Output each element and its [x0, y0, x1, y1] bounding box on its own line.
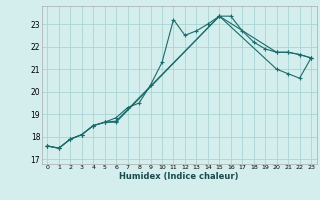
- X-axis label: Humidex (Indice chaleur): Humidex (Indice chaleur): [119, 172, 239, 181]
